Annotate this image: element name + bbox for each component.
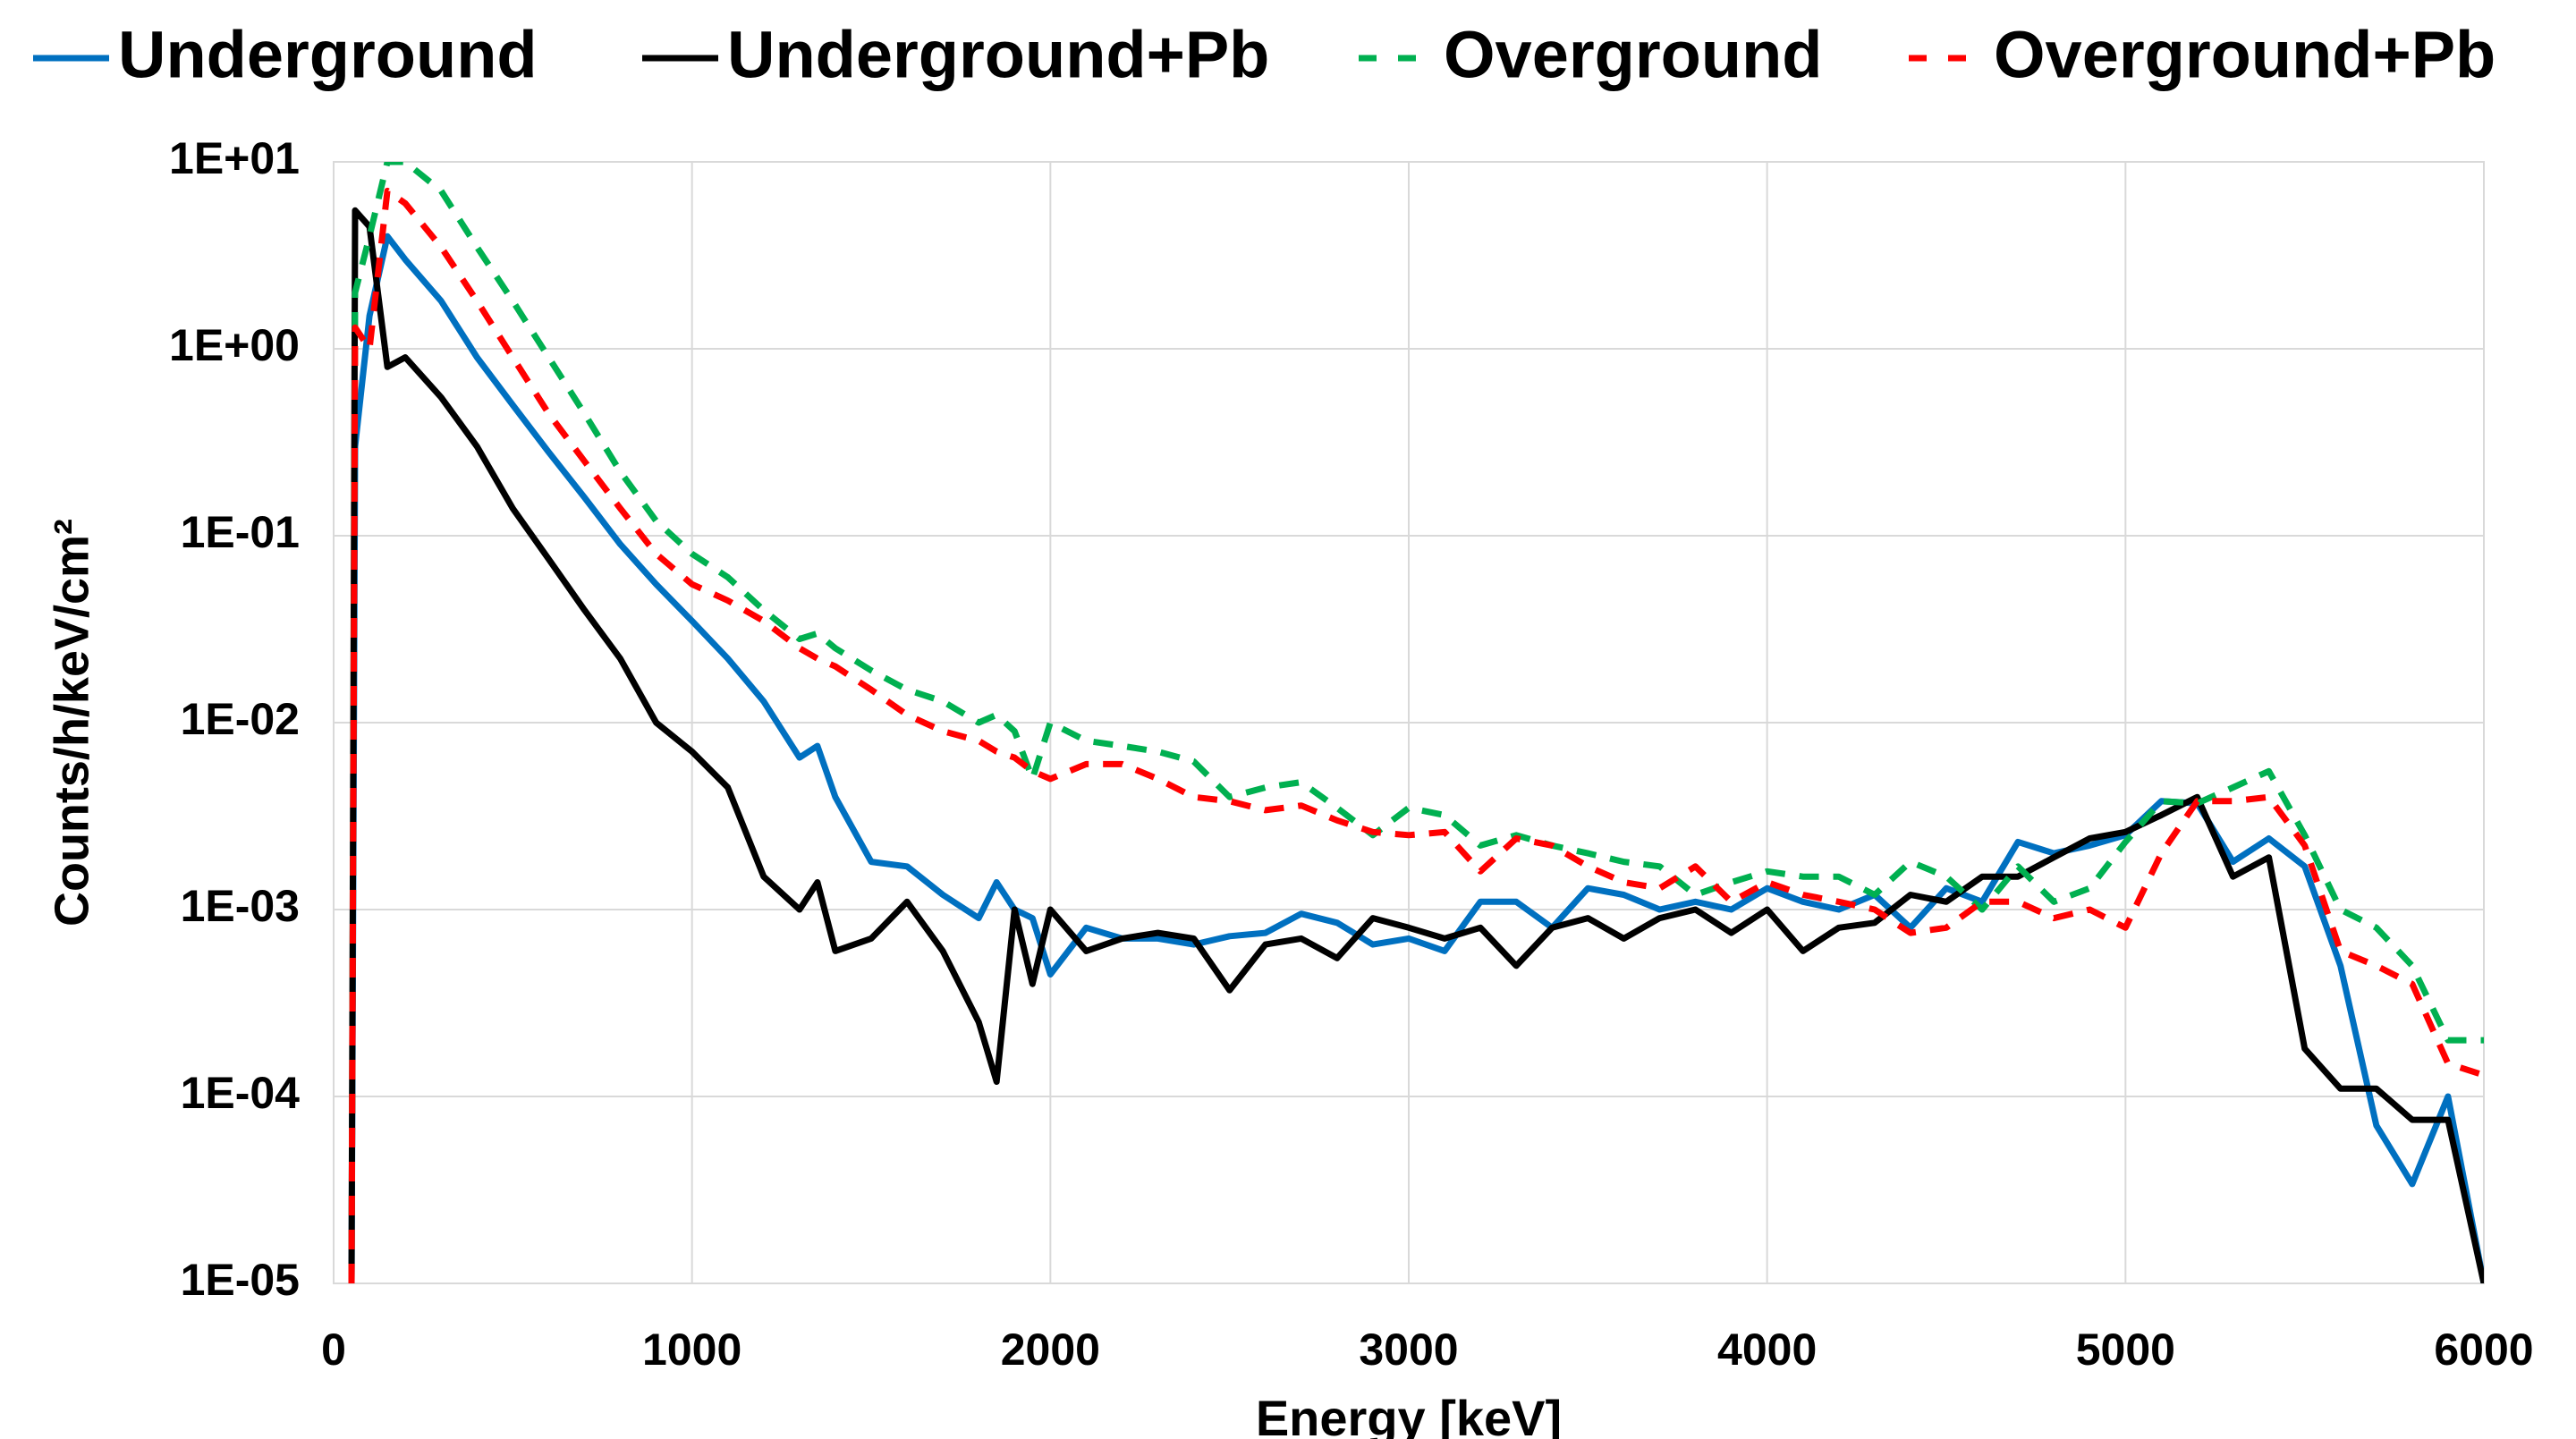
y-tick-label: 1E-02	[181, 694, 300, 744]
x-tick-label: 0	[321, 1325, 346, 1375]
y-tick-label: 1E+01	[169, 133, 300, 183]
x-tick-label: 4000	[1717, 1325, 1817, 1375]
series-line	[348, 187, 2484, 1283]
x-tick-label: 5000	[2076, 1325, 2175, 1375]
x-tick-label: 3000	[1359, 1325, 1458, 1375]
y-axis-title: Counts/h/keV/cm²	[45, 519, 98, 927]
x-tick-label: 1000	[642, 1325, 741, 1375]
plot-area	[348, 162, 2484, 1283]
y-tick-label: 1E-03	[181, 881, 300, 931]
x-axis-title: Energy [keV]	[1256, 1390, 1562, 1439]
x-tick-label: 6000	[2434, 1325, 2533, 1375]
legend-label: Overground+Pb	[1994, 18, 2496, 92]
y-tick-label: 1E-04	[181, 1068, 301, 1118]
series-line	[348, 162, 2484, 1283]
y-tick-label: 1E+00	[169, 320, 300, 370]
series-line	[348, 233, 2484, 1283]
y-tick-label: 1E-01	[181, 507, 300, 557]
plot-border	[333, 161, 2485, 1284]
legend-label: Underground+Pb	[727, 18, 1269, 92]
x-tick-label: 2000	[1001, 1325, 1100, 1375]
y-tick-label: 1E-05	[181, 1255, 300, 1305]
legend-label: Overground	[1444, 18, 1822, 92]
legend-label: Underground	[118, 18, 538, 92]
series-line	[348, 207, 2484, 1283]
